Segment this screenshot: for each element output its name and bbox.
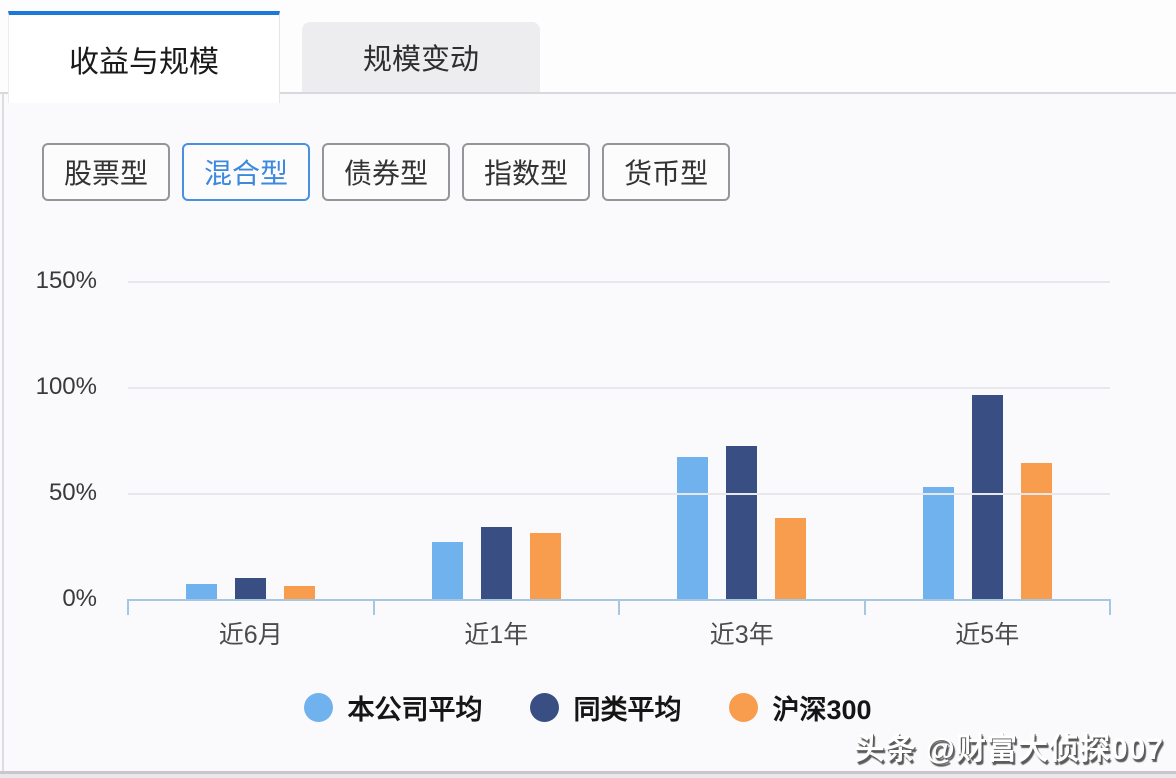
y-tick-label: 100%	[35, 373, 97, 400]
watermark: 头条 @财富大侦探007	[854, 733, 1164, 766]
legend-dot-icon	[729, 693, 759, 722]
bar-沪深300-近3年	[775, 518, 807, 599]
bar-本公司平均-近6月	[186, 584, 218, 599]
y-tick-label: 50%	[48, 479, 97, 506]
bar-group-近1年	[374, 281, 620, 599]
x-axis-tick	[863, 599, 866, 615]
legend-dot-icon	[530, 693, 560, 722]
filter-money-label: 货币型	[624, 158, 709, 189]
filter-stock[interactable]: 股票型	[42, 143, 171, 201]
tab-bar: 规模变动 收益与规模	[0, 0, 1176, 103]
legend-label: 本公司平均	[347, 695, 483, 725]
tab-returns-and-scale-label: 收益与规模	[69, 46, 219, 79]
bar-groups	[128, 281, 1110, 599]
category-label: 近6月	[218, 621, 283, 649]
legend-dot-icon	[304, 693, 334, 722]
bar-group-近6月	[128, 281, 374, 599]
y-axis-labels: 150% 100% 50% 0%	[0, 267, 97, 612]
category-label: 近3年	[709, 621, 774, 649]
filter-mixed[interactable]: 混合型	[182, 143, 311, 201]
plot-area: 近6月 近1年 近3年 近5年	[127, 281, 1111, 649]
y-tick-label: 150%	[35, 267, 97, 294]
bar-同类平均-近5年	[971, 395, 1003, 599]
filter-money[interactable]: 货币型	[602, 143, 731, 201]
bar-本公司平均-近3年	[677, 456, 709, 599]
panel-left-border	[2, 94, 4, 772]
legend-item-沪深300[interactable]: 沪深300	[729, 688, 872, 727]
tab-returns-and-scale[interactable]: 收益与规模	[8, 11, 280, 103]
gridline	[128, 281, 1110, 283]
bar-同类平均-近6月	[235, 577, 267, 599]
legend-item-本公司平均[interactable]: 本公司平均	[304, 688, 482, 727]
x-axis-tick	[618, 599, 620, 615]
panel-bottom-strip	[0, 774, 1176, 778]
tab-scale-change[interactable]: 规模变动	[302, 22, 540, 92]
legend-item-同类平均[interactable]: 同类平均	[530, 688, 681, 727]
bar-group-近3年	[619, 281, 865, 599]
bar-本公司平均-近5年	[922, 486, 954, 599]
x-axis-tick	[372, 599, 375, 615]
filter-index[interactable]: 指数型	[462, 143, 591, 201]
category-label: 近1年	[464, 621, 529, 649]
gridline	[128, 493, 1110, 495]
filter-index-label: 指数型	[484, 158, 569, 189]
bar-沪深300-近5年	[1020, 463, 1052, 599]
filter-bond-label: 债券型	[344, 158, 429, 189]
gridline	[128, 387, 1110, 389]
panel-bottom-border	[0, 771, 1176, 774]
bar-沪深300-近6月	[284, 586, 316, 599]
bar-group-近5年	[865, 281, 1111, 599]
chart-legend: 本公司平均 同类平均 沪深300	[0, 688, 1176, 727]
x-axis-tick	[1109, 599, 1111, 615]
legend-label: 沪深300	[772, 695, 872, 725]
bar-同类平均-近1年	[480, 526, 512, 599]
x-axis-tick	[127, 599, 129, 615]
tab-scale-change-label: 规模变动	[362, 44, 479, 76]
filter-bond[interactable]: 债券型	[322, 143, 451, 201]
bar-沪深300-近1年	[529, 533, 561, 599]
x-axis-category-labels: 近6月 近1年 近3年 近5年	[128, 615, 1110, 651]
filter-stock-label: 股票型	[64, 158, 149, 189]
category-label: 近5年	[955, 621, 1020, 649]
y-tick-label: 0%	[62, 585, 97, 612]
filter-mixed-label: 混合型	[204, 158, 289, 189]
fund-type-filter-group: 股票型 混合型 债券型 指数型 货币型	[42, 143, 731, 201]
legend-label: 同类平均	[573, 695, 682, 725]
bar-同类平均-近3年	[726, 446, 758, 599]
bar-本公司平均-近1年	[431, 541, 463, 599]
